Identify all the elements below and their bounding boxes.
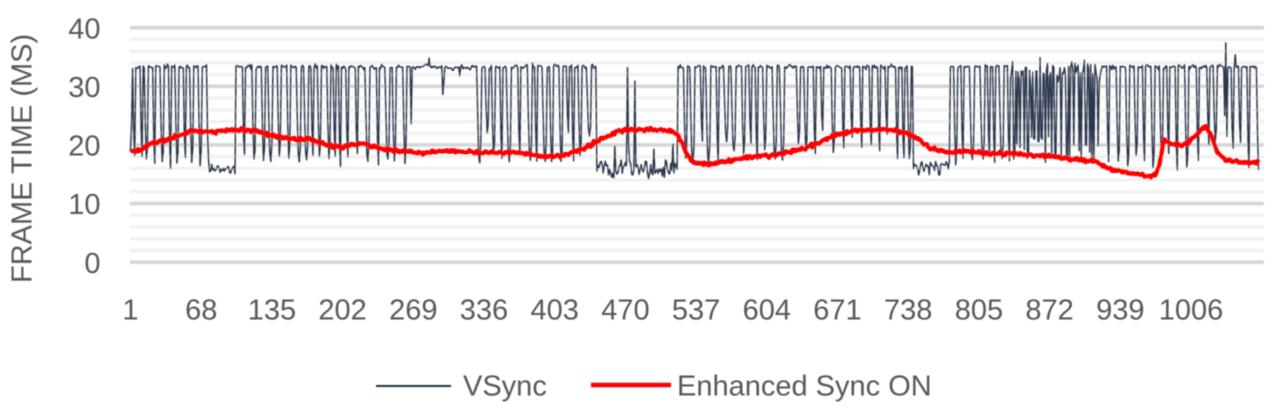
svg-text:269: 269 xyxy=(389,295,437,327)
svg-text:470: 470 xyxy=(601,295,649,327)
svg-text:VSync: VSync xyxy=(463,371,547,403)
svg-text:1006: 1006 xyxy=(1159,295,1224,327)
svg-text:872: 872 xyxy=(1025,295,1073,327)
svg-text:336: 336 xyxy=(460,295,508,327)
svg-text:537: 537 xyxy=(672,295,720,327)
svg-text:939: 939 xyxy=(1096,295,1144,327)
svg-text:738: 738 xyxy=(884,295,932,327)
svg-text:10: 10 xyxy=(68,189,100,221)
svg-text:604: 604 xyxy=(743,295,791,327)
svg-text:30: 30 xyxy=(68,72,100,104)
svg-text:202: 202 xyxy=(318,295,366,327)
svg-text:135: 135 xyxy=(248,295,296,327)
svg-text:403: 403 xyxy=(531,295,579,327)
svg-text:671: 671 xyxy=(813,295,861,327)
svg-text:20: 20 xyxy=(68,131,100,163)
svg-text:805: 805 xyxy=(955,295,1003,327)
svg-text:40: 40 xyxy=(68,13,100,45)
svg-text:FRAME TIME (MS): FRAME TIME (MS) xyxy=(7,34,39,283)
svg-text:0: 0 xyxy=(84,248,100,280)
svg-text:68: 68 xyxy=(185,295,217,327)
svg-text:1: 1 xyxy=(122,295,138,327)
svg-text:Enhanced Sync ON: Enhanced Sync ON xyxy=(677,371,932,403)
